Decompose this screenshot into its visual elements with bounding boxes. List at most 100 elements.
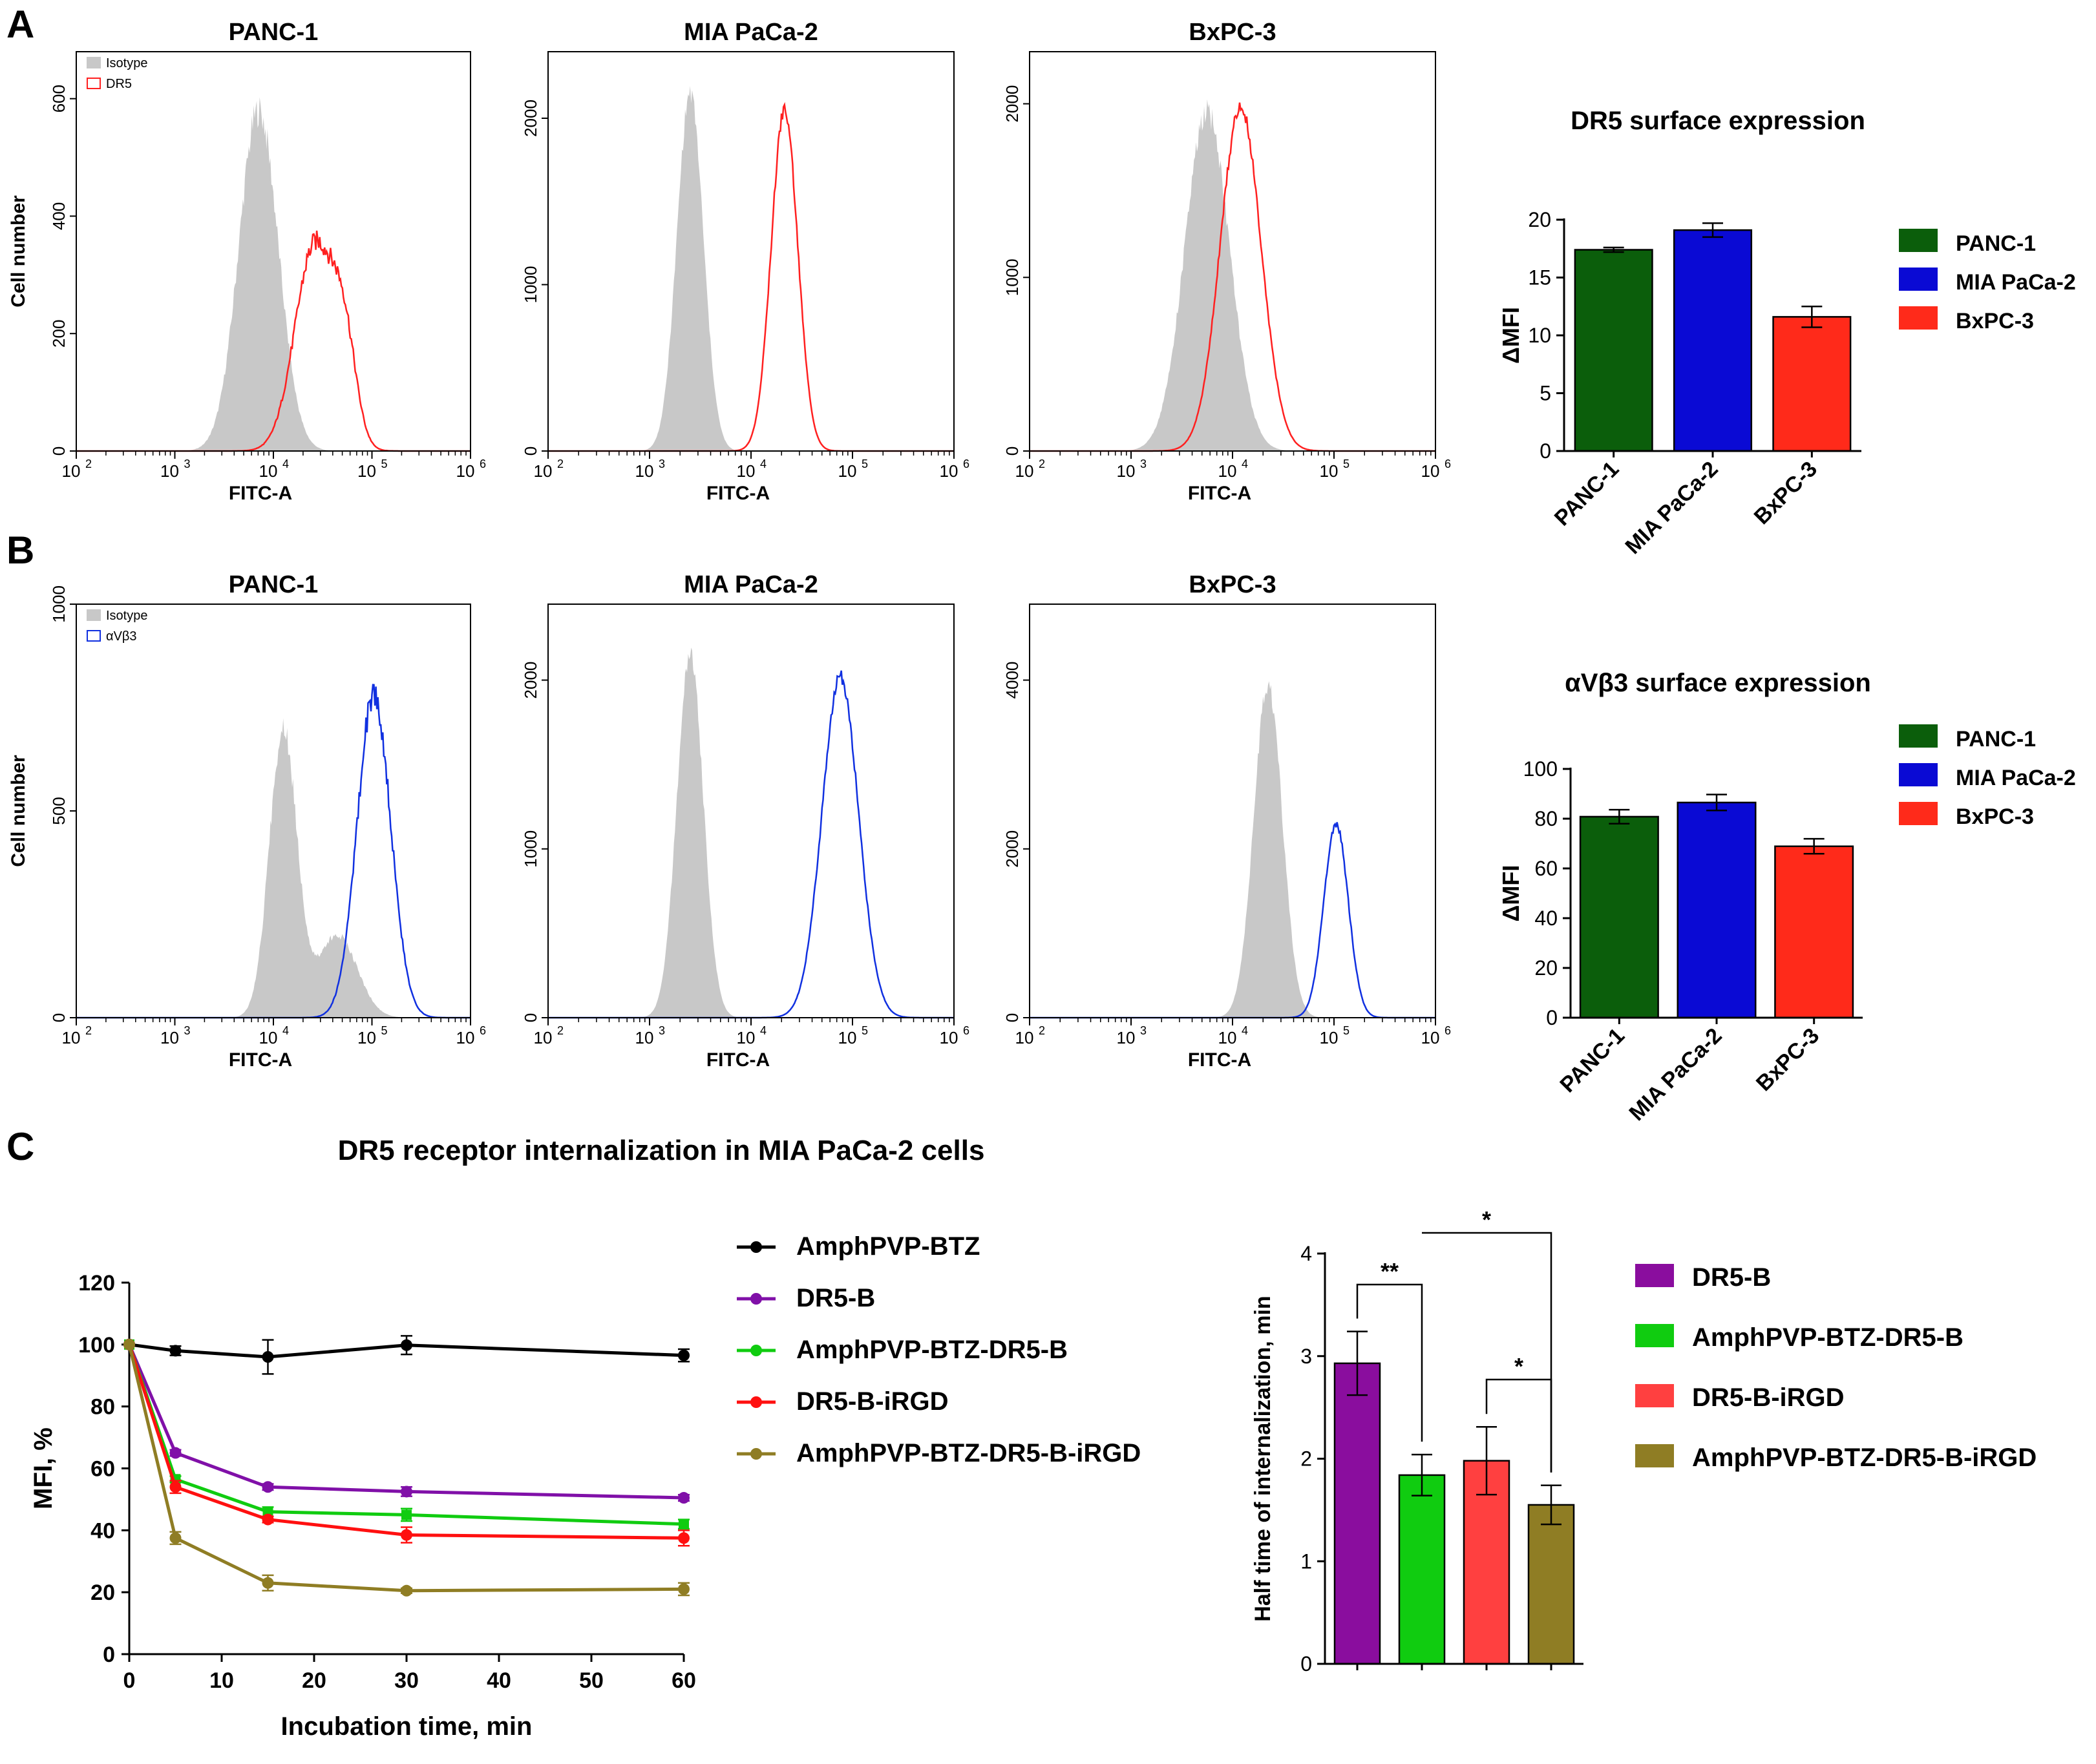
significance-label: * (1514, 1353, 1523, 1380)
y-tick-label: 1 (1300, 1549, 1312, 1573)
data-point (123, 1338, 135, 1350)
x-tick-exponent: 5 (862, 1024, 868, 1037)
x-tick-exponent: 4 (282, 457, 289, 470)
x-tick-label: 40 (487, 1668, 511, 1693)
x-axis-label: FITC-A (706, 1049, 770, 1071)
y-tick-label: 0 (1002, 446, 1022, 456)
y-tick-label: 20 (1534, 956, 1558, 980)
data-point (678, 1583, 690, 1595)
y-tick-label: 100 (78, 1333, 115, 1358)
x-tick-label: 30 (394, 1668, 419, 1693)
data-point (678, 1349, 690, 1361)
x-tick-exponent: 3 (659, 1024, 665, 1037)
y-tick-label: 100 (1523, 757, 1558, 781)
y-tick-label: 1000 (521, 830, 540, 868)
legend-label: αVβ3 (106, 629, 137, 644)
legend-label: DR5-B (1692, 1263, 1771, 1292)
x-category-label: BxPC-3 (1752, 1024, 1824, 1096)
x-tick-label: 10 (534, 1028, 553, 1047)
histogram-fill-isotype (76, 97, 471, 451)
x-tick-exponent: 4 (282, 1024, 289, 1037)
x-tick-label: 10 (940, 461, 958, 481)
data-point (262, 1481, 274, 1493)
bar (1574, 249, 1653, 452)
x-tick-exponent: 3 (1140, 457, 1147, 470)
x-tick-exponent: 5 (862, 457, 868, 470)
data-point (262, 1351, 274, 1363)
histogram-title: BxPC-3 (1189, 571, 1276, 598)
y-axis-label: ΔMFI (1498, 307, 1524, 364)
x-tick-label: 10 (737, 461, 756, 481)
legend-marker (750, 1396, 762, 1408)
x-tick-label: 10 (1320, 461, 1339, 481)
x-tick-exponent: 2 (85, 457, 92, 470)
histogram-fill-isotype (76, 718, 471, 1018)
y-tick-label: 0 (1540, 439, 1551, 463)
legend-label: DR5-B-iRGD (796, 1387, 949, 1416)
y-axis-label: Cell number (8, 755, 29, 867)
x-tick-label: 10 (1117, 1028, 1136, 1047)
legend-label: MIA PaCa-2 (1956, 270, 2076, 295)
bar (1677, 801, 1757, 1019)
histogram-line-αvβ3 (1030, 822, 1435, 1019)
y-axis-label: MFI, % (29, 1427, 58, 1509)
legend-label: AmphPVP-BTZ (796, 1232, 980, 1261)
x-tick-exponent: 2 (557, 457, 564, 470)
legend-label: BxPC-3 (1956, 309, 2034, 333)
y-tick-label: 200 (49, 320, 69, 348)
legend-swatch (1899, 306, 1938, 330)
legend-marker (750, 1448, 762, 1460)
x-tick-exponent: 5 (1343, 457, 1350, 470)
significance-label: ** (1381, 1258, 1399, 1285)
legend-marker (750, 1241, 762, 1253)
data-point (262, 1513, 274, 1526)
x-category-label: BxPC-3 (1750, 457, 1822, 529)
bar (1772, 316, 1852, 452)
x-tick-label: 50 (579, 1668, 604, 1693)
x-tick-label: 10 (209, 1668, 234, 1693)
x-tick-label: 60 (672, 1668, 696, 1693)
significance-bracket (1356, 1283, 1423, 1442)
x-tick-label: 10 (838, 1028, 857, 1047)
y-tick-label: 2 (1300, 1447, 1312, 1471)
x-tick-exponent: 3 (1140, 1024, 1147, 1037)
y-tick-label: 1000 (49, 585, 69, 623)
data-point (169, 1345, 182, 1357)
x-tick-exponent: 6 (1445, 457, 1451, 470)
data-point (401, 1584, 412, 1597)
x-category-label: MIA PaCa-2 (1620, 457, 1722, 559)
legend-marker (750, 1293, 762, 1305)
legend-label: BxPC-3 (1956, 804, 2034, 829)
x-tick-label: 10 (838, 461, 857, 481)
y-tick-label: 0 (1300, 1652, 1312, 1675)
x-tick-label: 10 (1015, 1028, 1034, 1047)
x-tick-exponent: 6 (480, 457, 486, 470)
histogram-title: PANC-1 (229, 571, 319, 598)
data-point (401, 1509, 412, 1520)
legend-swatch (87, 609, 101, 621)
x-tick-label: 10 (259, 1028, 278, 1047)
x-tick-label: 10 (940, 1028, 958, 1047)
y-tick-label: 600 (49, 85, 69, 112)
histogram-fill-isotype (1030, 681, 1435, 1018)
y-tick-label: 0 (1002, 1013, 1022, 1022)
bar (1398, 1474, 1446, 1665)
x-tick-label: 10 (534, 461, 553, 481)
x-axis-label: Incubation time, min (281, 1712, 533, 1741)
line-chart-internalization: DR5 receptor internalization in MIA PaCa… (29, 1135, 1141, 1741)
x-tick-label: 10 (62, 461, 81, 481)
x-tick-label: 10 (1218, 461, 1237, 481)
y-tick-label: 15 (1528, 266, 1551, 289)
legend-label: DR5-B-iRGD (1692, 1383, 1845, 1412)
legend-label: PANC-1 (1956, 231, 2036, 256)
panel-label-a: A (6, 3, 34, 46)
y-tick-label: 10 (1528, 324, 1551, 347)
y-tick-label: 5 (1540, 382, 1551, 405)
x-tick-label: 10 (456, 461, 475, 481)
y-tick-label: 2000 (1002, 830, 1022, 868)
y-tick-label: 4 (1300, 1242, 1312, 1265)
x-tick-exponent: 4 (760, 457, 767, 470)
y-axis-label: Cell number (8, 195, 29, 308)
y-tick-label: 40 (1534, 907, 1558, 930)
